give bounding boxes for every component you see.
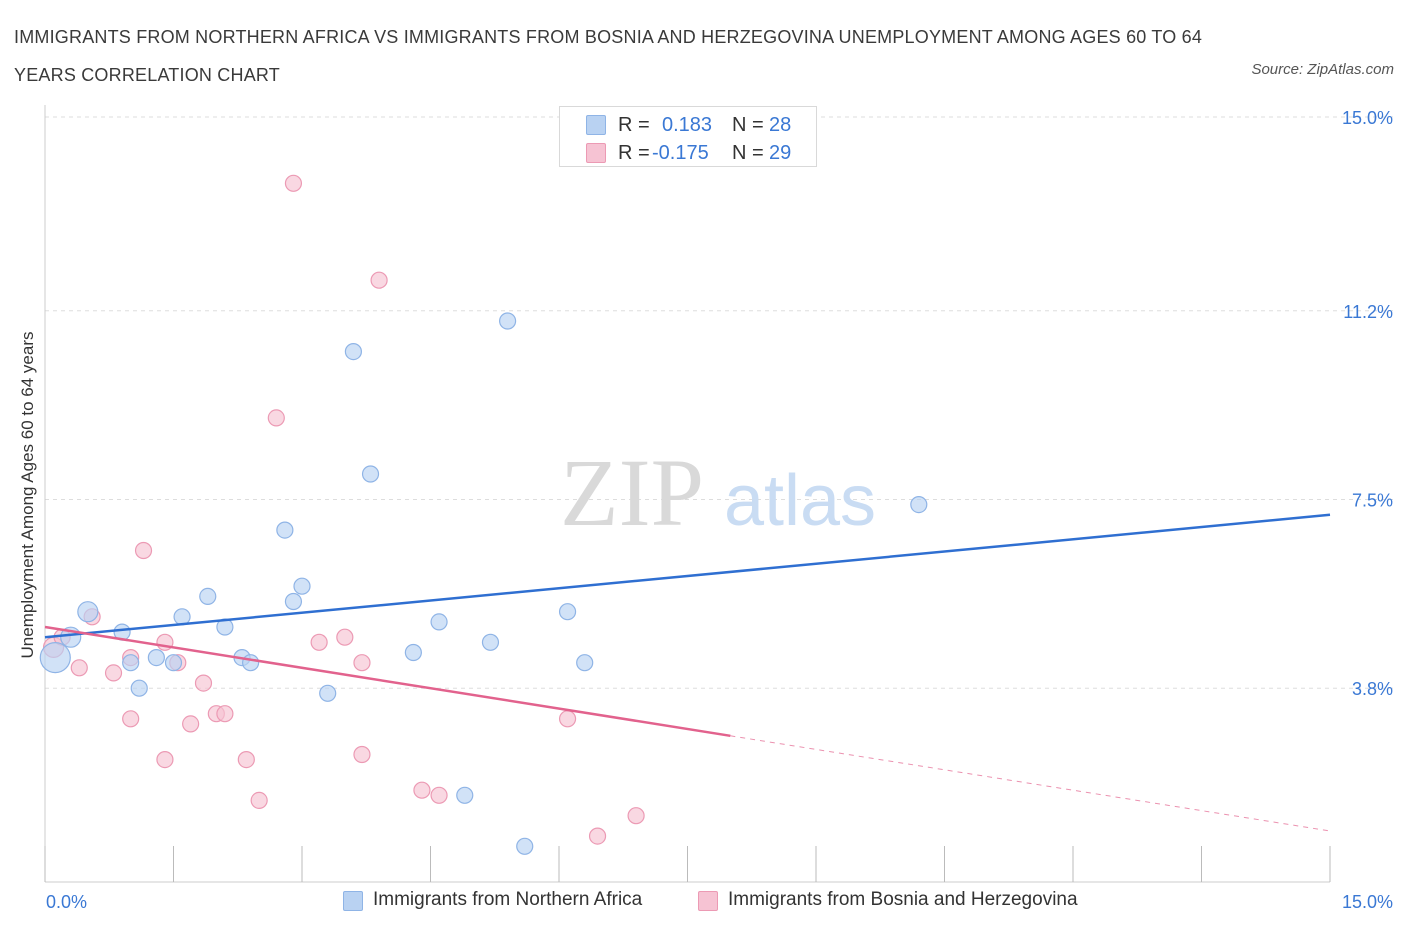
legend-n-label: N = [732, 142, 764, 164]
watermark-zip: ZIP [560, 439, 704, 546]
point-bosnia [336, 628, 354, 646]
point-north-africa [576, 654, 594, 672]
point-bosnia [627, 807, 645, 825]
point-north-africa [910, 496, 928, 514]
legend-r-label: R = [618, 114, 650, 136]
point-bosnia [70, 659, 88, 677]
trend-line-bosnia [44, 625, 731, 738]
point-bosnia [353, 745, 371, 764]
x-tick-label: 15.0% [1342, 892, 1393, 912]
watermark: ZIP atlas [560, 439, 876, 546]
legend-swatch-blue [586, 115, 606, 135]
point-north-africa [276, 521, 294, 539]
trend-line-bosnia-extension [730, 735, 1331, 832]
legend-r-label: R = [618, 142, 650, 164]
point-bosnia [250, 791, 268, 810]
point-north-africa [430, 613, 448, 631]
point-bosnia [413, 781, 431, 799]
point-bosnia [430, 786, 448, 804]
point-bosnia [156, 750, 174, 769]
series-name: Immigrants from Bosnia and Herzegovina [728, 889, 1078, 910]
point-north-africa [404, 643, 422, 662]
point-north-africa [293, 577, 311, 595]
point-north-africa [164, 654, 183, 672]
legend-swatch-pink [586, 143, 606, 163]
point-north-africa [122, 654, 140, 672]
y-tick-label: 3.8% [1352, 679, 1393, 699]
point-north-africa [284, 592, 303, 611]
point-north-africa [199, 587, 217, 606]
point-bosnia [558, 710, 577, 728]
point-bosnia [284, 174, 303, 192]
point-north-africa [77, 601, 99, 623]
legend-r-value: 0.183 [662, 114, 713, 136]
point-north-africa [361, 465, 380, 483]
point-bosnia [370, 271, 388, 289]
point-north-africa [456, 786, 474, 804]
trend-line-north-africa [44, 513, 1331, 639]
y-tick-label: 15.0% [1342, 108, 1393, 128]
correlation-legend: R = 0.183 N = 28 R = -0.175 N = 29 [559, 106, 817, 167]
point-bosnia [310, 633, 328, 651]
point-north-africa [319, 684, 337, 702]
point-bosnia [182, 715, 200, 733]
point-bosnia [353, 654, 371, 672]
axes [44, 105, 1331, 883]
series-swatch-blue [343, 891, 363, 911]
point-north-africa [39, 641, 71, 674]
legend-n-value: 29 [769, 142, 792, 164]
point-north-africa [558, 603, 577, 621]
y-tick-label: 11.2% [1343, 302, 1393, 322]
watermark-atlas: atlas [724, 461, 876, 541]
point-north-africa [499, 312, 517, 330]
point-north-africa [481, 633, 500, 651]
trend-lines [44, 513, 1331, 832]
point-north-africa [344, 343, 362, 361]
y-axis-label: Unemployment Among Ages 60 to 64 years [18, 331, 37, 659]
point-bosnia [122, 710, 140, 728]
point-north-africa [147, 648, 165, 667]
legend-n-value: 28 [769, 114, 792, 136]
point-bosnia [588, 827, 607, 845]
point-north-africa [516, 837, 534, 855]
x-tick-label: 0.0% [46, 892, 87, 912]
point-north-africa [130, 679, 148, 697]
point-bosnia [267, 409, 285, 427]
y-tick-label: 7.5% [1352, 491, 1393, 511]
series-name: Immigrants from Northern Africa [373, 889, 643, 910]
x-tick-labels: 0.0% 15.0% [46, 892, 1393, 912]
point-bosnia [237, 750, 255, 769]
point-bosnia [104, 664, 123, 682]
series-bosnia-points [42, 174, 645, 845]
gridlines [45, 116, 1395, 689]
point-north-africa [242, 654, 260, 672]
series-swatch-pink [698, 891, 718, 911]
y-tick-labels: 3.8% 7.5% 11.2% 15.0% [1342, 108, 1393, 699]
legend-n-label: N = [732, 114, 764, 136]
legend-r-value: -0.175 [652, 142, 709, 164]
point-bosnia [194, 674, 213, 692]
point-bosnia [216, 705, 234, 723]
source-label: Source: ZipAtlas.com [1251, 61, 1394, 78]
chart-title: IMMIGRANTS FROM NORTHERN AFRICA VS IMMIG… [14, 27, 1203, 85]
point-bosnia [134, 541, 153, 560]
series-north-africa-points [39, 312, 928, 855]
